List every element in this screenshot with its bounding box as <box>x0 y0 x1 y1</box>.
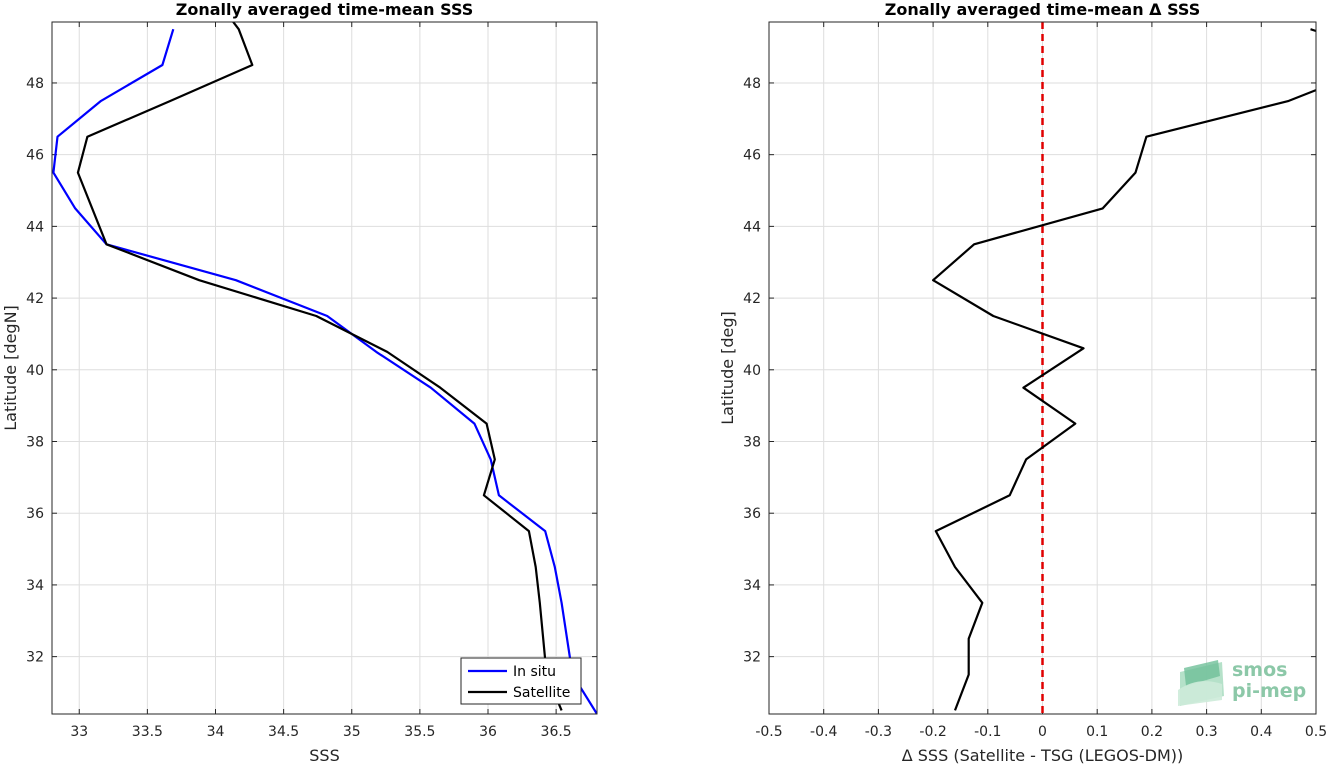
y-tick-label: 48 <box>743 76 761 92</box>
x-tick-label: 0.1 <box>1086 724 1108 740</box>
x-tick-label: -0.2 <box>919 724 946 740</box>
chart-title: Zonally averaged time-mean Δ SSS <box>885 0 1201 19</box>
x-tick-label: -0.5 <box>755 724 782 740</box>
x-tick-label: 0.5 <box>1305 724 1327 740</box>
logo-text-smos: smos <box>1232 659 1287 681</box>
logo-wave-icon <box>1184 660 1220 686</box>
legend-label: In situ <box>513 664 556 680</box>
x-tick-label: 36.5 <box>541 724 572 740</box>
x-tick-label: 0 <box>1038 724 1047 740</box>
series-line-in-situ <box>52 28 597 714</box>
series-line-satellite <box>76 22 563 711</box>
y-tick-label: 44 <box>743 219 761 235</box>
y-tick-label: 34 <box>26 578 44 594</box>
x-tick-label: 0.2 <box>1141 724 1163 740</box>
x-tick-label: 0.4 <box>1250 724 1272 740</box>
x-tick-label: -0.3 <box>865 724 892 740</box>
y-tick-label: 40 <box>26 363 44 379</box>
x-axis-label: Δ SSS (Satellite - TSG (LEGOS-DM)) <box>902 746 1184 765</box>
y-axis-label: Latitude [degN] <box>1 305 20 431</box>
legend-label: Satellite <box>513 685 570 701</box>
y-tick-label: 36 <box>26 506 44 522</box>
y-tick-label: 38 <box>26 435 44 451</box>
x-tick-label: 0.3 <box>1195 724 1217 740</box>
y-tick-label: 48 <box>26 76 44 92</box>
y-tick-label: 32 <box>743 650 761 666</box>
x-tick-label: 35.5 <box>404 724 435 740</box>
y-tick-label: 46 <box>743 148 761 164</box>
y-tick-label: 40 <box>743 363 761 379</box>
axes-box <box>768 21 1317 715</box>
gridlines <box>52 22 597 714</box>
x-tick-label: 33 <box>70 724 88 740</box>
y-tick-label: 36 <box>743 506 761 522</box>
y-tick-label: 42 <box>743 291 761 307</box>
x-tick-label: -0.1 <box>974 724 1001 740</box>
legend-box <box>460 657 582 705</box>
y-tick-label: 32 <box>26 650 44 666</box>
x-tick-label: 35 <box>343 724 361 740</box>
y-tick-label: 46 <box>26 148 44 164</box>
x-tick-label: 36 <box>479 724 497 740</box>
chart-panel-1: 33 33.5 34 34.5 35 35.5 36 36.5 32 34 36 38 40 42 44 46… <box>1 0 598 765</box>
x-axis-label: SSS <box>309 746 339 765</box>
y-axis-label: Latitude [deg] <box>718 311 737 425</box>
logo-text-pimep: pi-mep <box>1232 680 1306 702</box>
delta-sss-line <box>932 89 1316 711</box>
y-tick-label: 34 <box>743 578 761 594</box>
legend: In situ Satellite <box>460 657 582 705</box>
x-tick-label: 33.5 <box>132 724 163 740</box>
y-tick-label: 38 <box>743 435 761 451</box>
x-tick-label: 34.5 <box>268 724 299 740</box>
x-tick-label: -0.4 <box>810 724 837 740</box>
delta-sss-line <box>1310 28 1316 33</box>
axes-box <box>51 21 598 715</box>
x-tick-label: 34 <box>207 724 225 740</box>
chart-panel-2: -0.5 -0.4 -0.3 -0.2 -0.1 0 0.1 0.2 0.3 0.4 0.5 32 34… <box>718 0 1327 765</box>
y-tick-label: 42 <box>26 291 44 307</box>
logo-base-icon <box>1178 681 1222 706</box>
chart-title: Zonally averaged time-mean SSS <box>176 0 474 19</box>
y-tick-label: 44 <box>26 219 44 235</box>
